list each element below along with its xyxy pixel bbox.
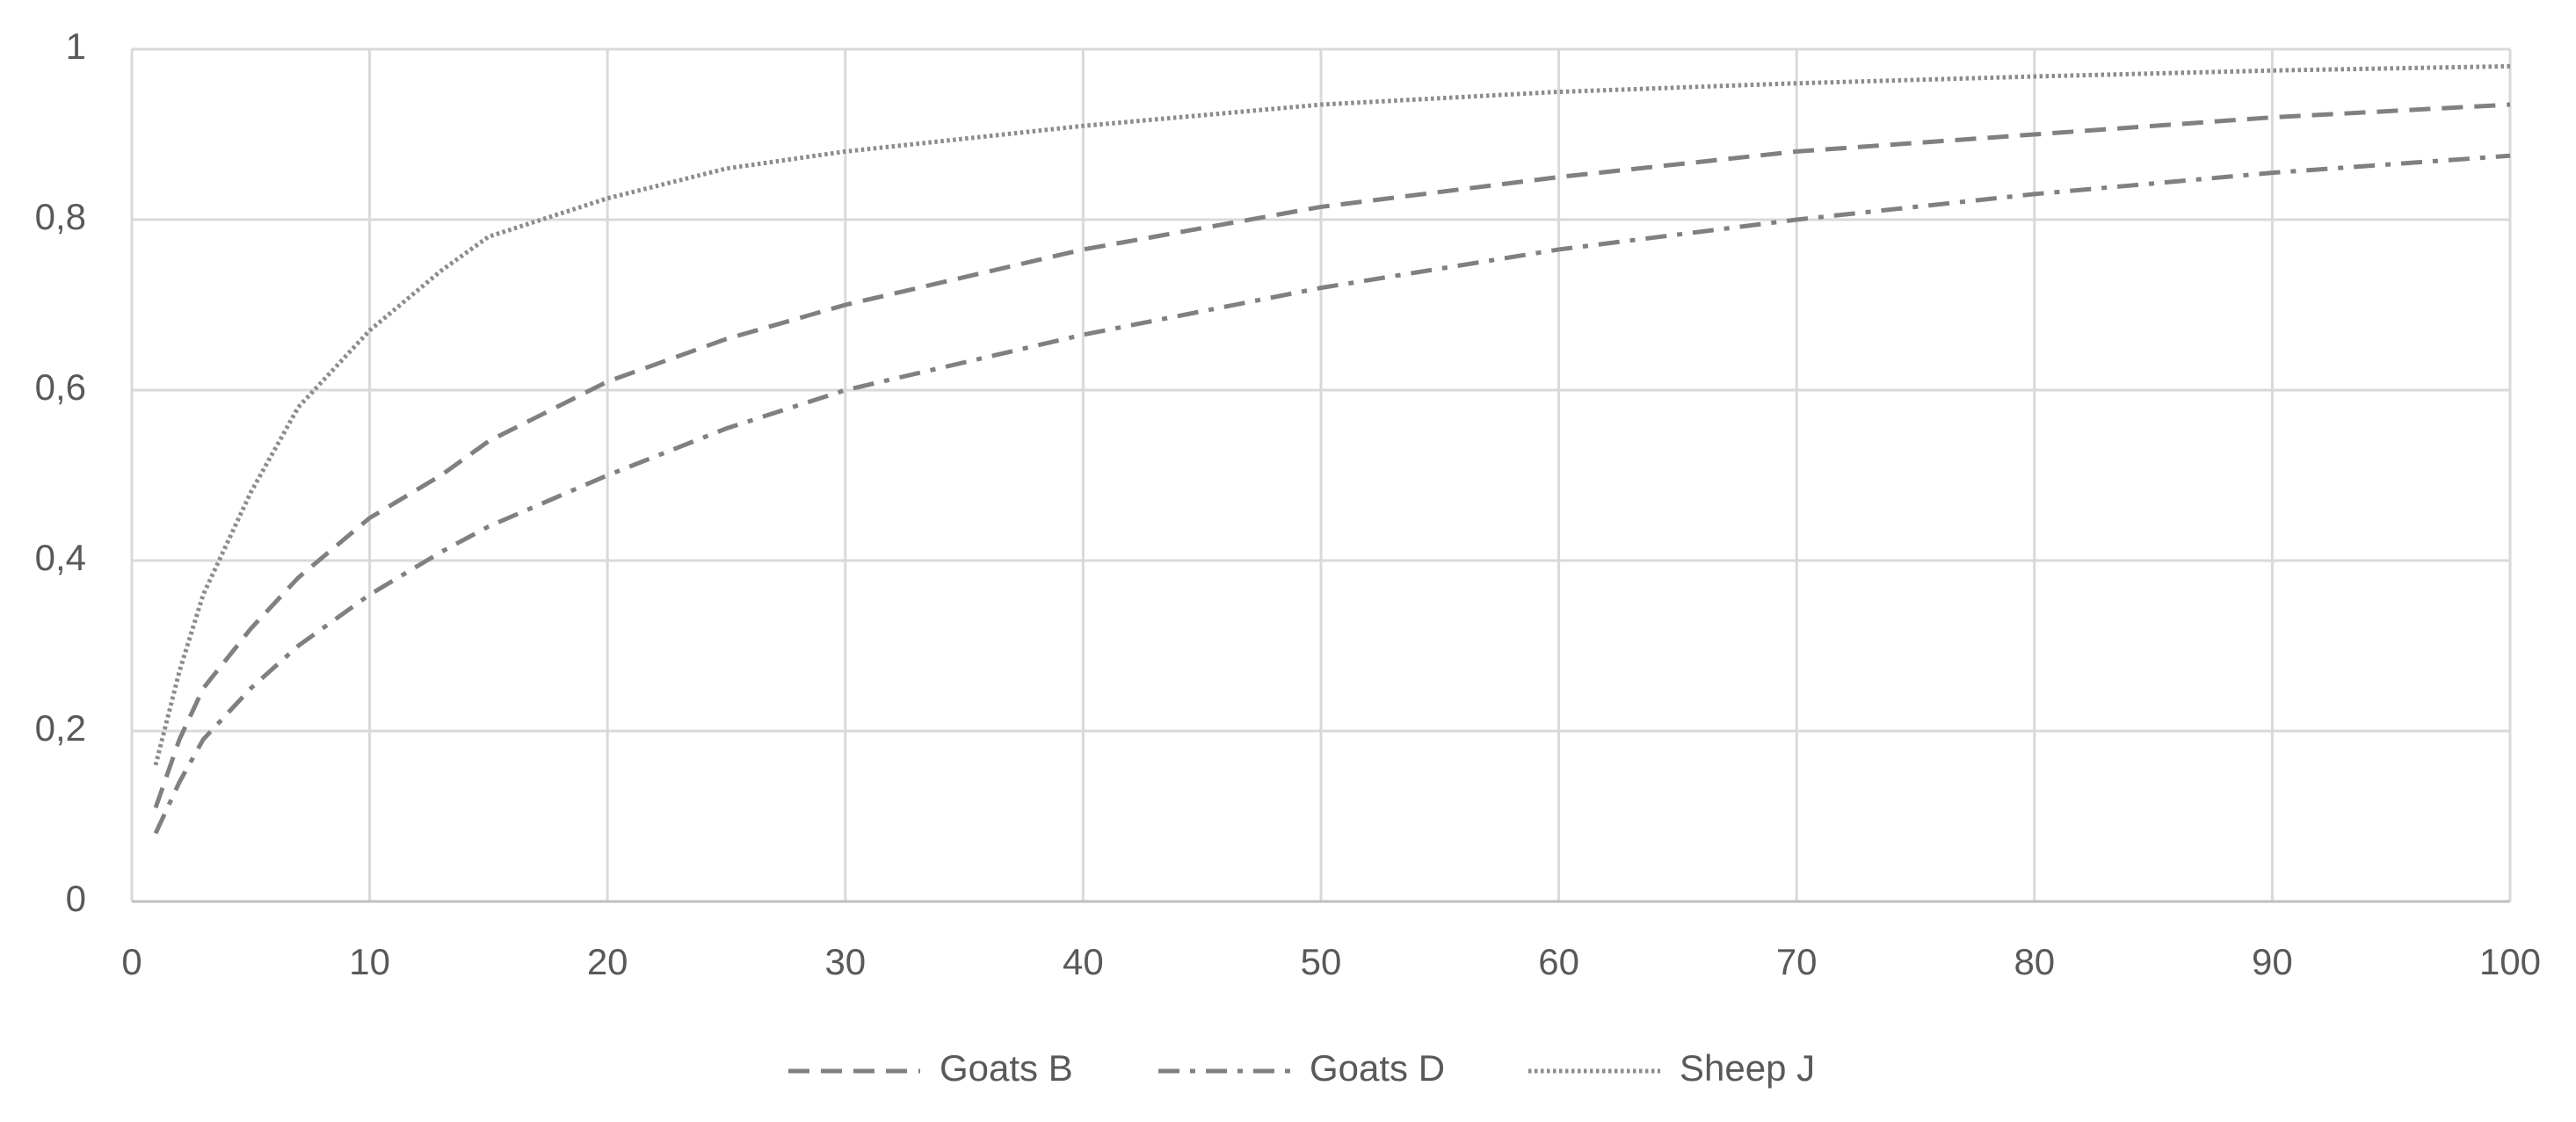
legend-label: Goats D — [1310, 1047, 1445, 1089]
series-line — [153, 153, 2511, 835]
x-tick-label: 0 — [121, 941, 141, 982]
y-tick-label: 0,6 — [35, 366, 86, 408]
y-tick-label: 0,4 — [35, 537, 86, 578]
x-tick-label: 10 — [349, 941, 390, 982]
series-line — [153, 63, 2511, 766]
x-tick-label: 60 — [1538, 941, 1579, 982]
y-tick-label: 0 — [66, 878, 86, 919]
x-tick-label: 80 — [2014, 941, 2055, 982]
y-tick-label: 0,2 — [35, 707, 86, 749]
legend-label: Sheep J — [1680, 1047, 1815, 1089]
x-tick-label: 20 — [587, 941, 628, 982]
x-tick-label: 70 — [1776, 941, 1818, 982]
series-line — [153, 102, 2511, 809]
x-tick-label: 50 — [1301, 941, 1342, 982]
y-tick-label: 1 — [66, 25, 86, 67]
legend-label: Goats B — [940, 1047, 1073, 1089]
x-tick-label: 100 — [2479, 941, 2541, 982]
x-tick-label: 90 — [2252, 941, 2293, 982]
x-tick-label: 40 — [1063, 941, 1104, 982]
x-tick-label: 30 — [824, 941, 866, 982]
y-tick-label: 0,8 — [35, 196, 86, 237]
